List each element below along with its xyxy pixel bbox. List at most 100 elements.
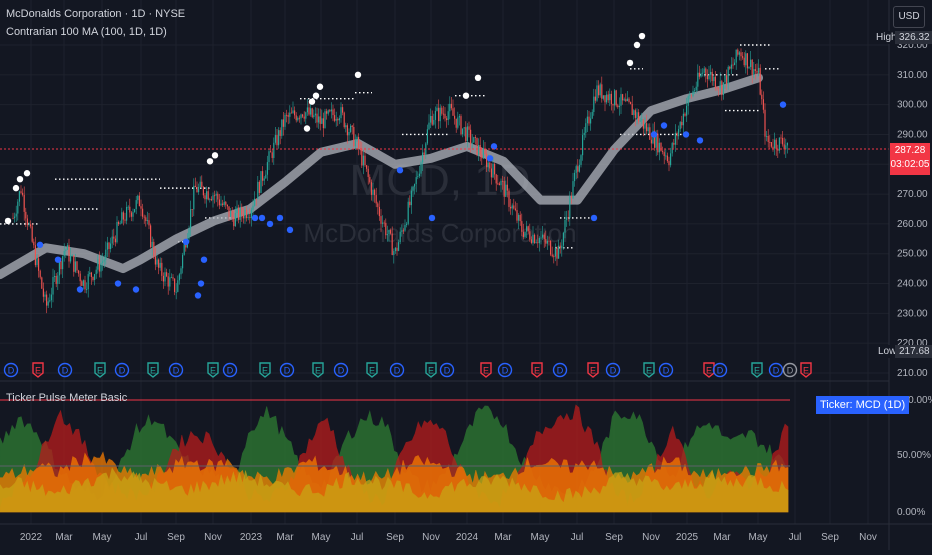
candle-body (223, 201, 225, 205)
time-tick-label: Jul (571, 532, 584, 543)
candle-body (34, 245, 36, 266)
indicator-pulse-title[interactable]: Ticker Pulse Meter Basic (6, 392, 128, 404)
candle-body (14, 216, 16, 219)
candle-body (770, 142, 772, 147)
candle-body (732, 64, 734, 66)
candle-body (78, 270, 80, 274)
candle-body (702, 72, 704, 74)
candle-body (748, 66, 750, 69)
osc-axis[interactable]: 100.00% 50.00% 0.00% (897, 395, 932, 518)
candle-body (92, 277, 94, 280)
event-marker: D (222, 362, 238, 378)
candle-body (530, 239, 532, 244)
candle-body (402, 230, 404, 232)
event-letter: D (444, 366, 451, 376)
earnings-icon (425, 362, 437, 378)
candle-body (708, 74, 710, 80)
price-tick-label: 310.00 (897, 70, 928, 81)
dividend-icon (439, 362, 455, 378)
osc-tick-label: 100.00% (897, 395, 932, 406)
candle-body (276, 135, 278, 146)
candle-body (737, 49, 739, 55)
candle-body (94, 274, 96, 280)
event-letter: D (8, 366, 15, 376)
candle-body (380, 216, 382, 224)
symbol-title[interactable]: McDonalds Corporation · 1D · NYSE (6, 8, 186, 20)
candle-body (122, 212, 124, 220)
event-marker: D (168, 362, 184, 378)
candle-body (238, 207, 240, 220)
candle-body (369, 176, 371, 183)
time-tick-label: 2022 (20, 532, 43, 543)
dividend-icon (497, 362, 513, 378)
candle-body (335, 119, 337, 121)
event-letter: E (262, 366, 268, 376)
dividend-icon (552, 362, 568, 378)
indicator-ma-title[interactable]: Contrarian 100 MA (100, 1D, 1D) (6, 26, 167, 38)
candle-body (193, 185, 195, 210)
candle-body (548, 240, 550, 242)
candle-body (558, 245, 560, 259)
sell-signal-dot (626, 59, 634, 67)
currency-button[interactable]: USD (893, 6, 925, 28)
event-marker: E (751, 362, 763, 378)
candle-body (466, 126, 468, 141)
sell-signal-dot (316, 83, 324, 90)
candle-body (170, 277, 172, 279)
candle-body (90, 272, 92, 278)
candle-body (294, 110, 296, 116)
candle-body (15, 213, 17, 217)
candle-body (644, 123, 646, 129)
candle-body (150, 225, 152, 248)
candle-body (135, 200, 137, 210)
candle-body (31, 226, 33, 242)
candle-body (681, 121, 683, 126)
candle-body (470, 129, 472, 144)
candle-body (503, 181, 505, 197)
candle-body (182, 254, 184, 269)
candle-body (287, 115, 289, 117)
candle-body (746, 53, 748, 69)
candle-body (428, 122, 430, 130)
candle-body (463, 127, 465, 129)
candle-body (658, 142, 660, 153)
event-marker: D (333, 362, 349, 378)
price-axis[interactable]: 210.00 220.00 230.00 240.00 250.00 260.00 270.… (897, 40, 928, 379)
event-marker: E (531, 362, 543, 378)
sell-signal-dot (211, 152, 219, 159)
event-marker: E (32, 362, 44, 378)
event-letter: E (210, 366, 216, 376)
candle-body (334, 115, 336, 121)
buy-signal-dot (194, 292, 202, 299)
candle-body (322, 118, 324, 129)
candle-body (537, 242, 539, 244)
price-tick-label: 300.00 (897, 100, 928, 111)
candle-body (465, 127, 467, 141)
candle-body (388, 230, 390, 235)
last-price-value: 287.28 (894, 145, 926, 156)
candle-body (383, 222, 385, 224)
candle-body (103, 259, 105, 262)
candle-body (662, 151, 664, 153)
candle-body (366, 165, 368, 169)
candle-body (209, 199, 211, 200)
time-tick-label: Jul (351, 532, 364, 543)
candle-body (314, 113, 316, 116)
candle-body (633, 110, 635, 116)
candle-body (588, 116, 590, 124)
time-tick-label: Jul (135, 532, 148, 543)
candle-body (401, 230, 403, 232)
candle-body (63, 251, 65, 257)
earnings-icon (259, 362, 271, 378)
candle-body (538, 238, 540, 244)
candle-body (446, 118, 448, 121)
event-marker: D (3, 362, 19, 378)
event-letter: D (557, 366, 564, 376)
candle-body (351, 125, 353, 128)
price-tick-label: 220.00 (897, 338, 928, 349)
candle-body (719, 81, 721, 89)
earnings-icon (32, 362, 44, 378)
time-axis[interactable]: 2022 Mar May Jul Sep Nov 2023 Mar May Jul Sep Nov 20… (20, 532, 877, 543)
